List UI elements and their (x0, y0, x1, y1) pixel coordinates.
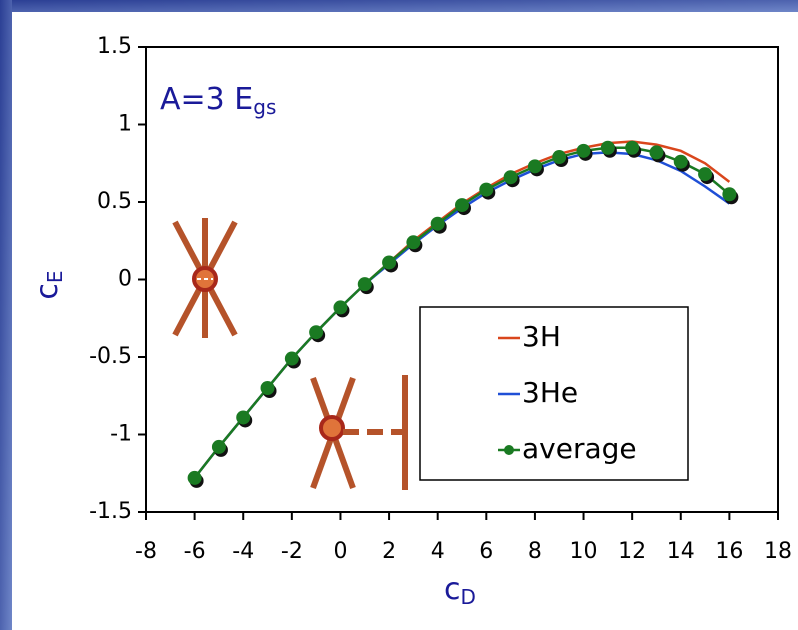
x-label-main: c (444, 572, 461, 607)
x-tick-label: 0 (333, 539, 347, 564)
legend-label: 3H (522, 320, 561, 353)
x-tick-label: -6 (184, 539, 206, 564)
x-tick-label: 10 (570, 539, 598, 564)
x-tick-label: 6 (479, 539, 493, 564)
data-point (698, 167, 713, 182)
data-point (309, 325, 324, 340)
data-point (625, 140, 640, 155)
data-point (406, 235, 421, 250)
x-tick-label: 18 (764, 539, 792, 564)
legend-label: average (522, 432, 637, 465)
x-tick-label: -2 (281, 539, 303, 564)
x-tick-label: -4 (232, 539, 254, 564)
data-point (284, 351, 299, 366)
x-tick-label: 4 (431, 539, 445, 564)
data-point (479, 182, 494, 197)
data-point (503, 170, 518, 185)
data-point (357, 277, 372, 292)
data-point (187, 470, 202, 485)
data-point (430, 216, 445, 231)
y-tick-label: -0.5 (89, 344, 132, 369)
data-point (527, 159, 542, 174)
data-point (722, 187, 737, 202)
data-point (600, 140, 615, 155)
data-point (455, 198, 469, 213)
data-point (673, 154, 688, 169)
chart-title: A=3 Egs (160, 82, 276, 119)
data-point (333, 300, 348, 315)
y-tick-label: 0 (118, 267, 132, 292)
x-label-sub: D (461, 585, 476, 609)
y-tick-label: 1 (118, 112, 132, 137)
x-tick-label: 12 (618, 539, 646, 564)
data-point (576, 143, 591, 158)
y-axis-label: cE (30, 270, 67, 299)
y-tick-label: 0.5 (97, 189, 132, 214)
y-label-sub: E (43, 270, 67, 283)
y-tick-label: -1 (110, 422, 132, 447)
y-tick-label: -1.5 (89, 499, 132, 524)
data-point (552, 150, 567, 165)
data-point (649, 145, 664, 160)
legend-label: 3He (522, 376, 578, 409)
frame-left (0, 0, 12, 630)
diagram-pion (310, 375, 408, 490)
x-tick-label: 16 (715, 539, 743, 564)
y-label-main: c (30, 283, 65, 300)
x-tick-label: 8 (528, 539, 542, 564)
title-sub: gs (253, 95, 276, 119)
x-tick-label: -8 (135, 539, 157, 564)
x-tick-label: 2 (382, 539, 396, 564)
data-point (260, 381, 275, 395)
legend-box (419, 306, 689, 481)
data-point (211, 439, 226, 454)
diagram-contact (172, 218, 238, 338)
legend-marker (504, 445, 514, 455)
y-tick-label: 1.5 (97, 34, 132, 59)
title-main: A=3 E (160, 82, 253, 117)
x-tick-label: 14 (667, 539, 695, 564)
x-axis-label: cD (444, 572, 476, 609)
data-point (236, 410, 251, 425)
frame-top (0, 0, 798, 12)
data-point (382, 255, 397, 270)
